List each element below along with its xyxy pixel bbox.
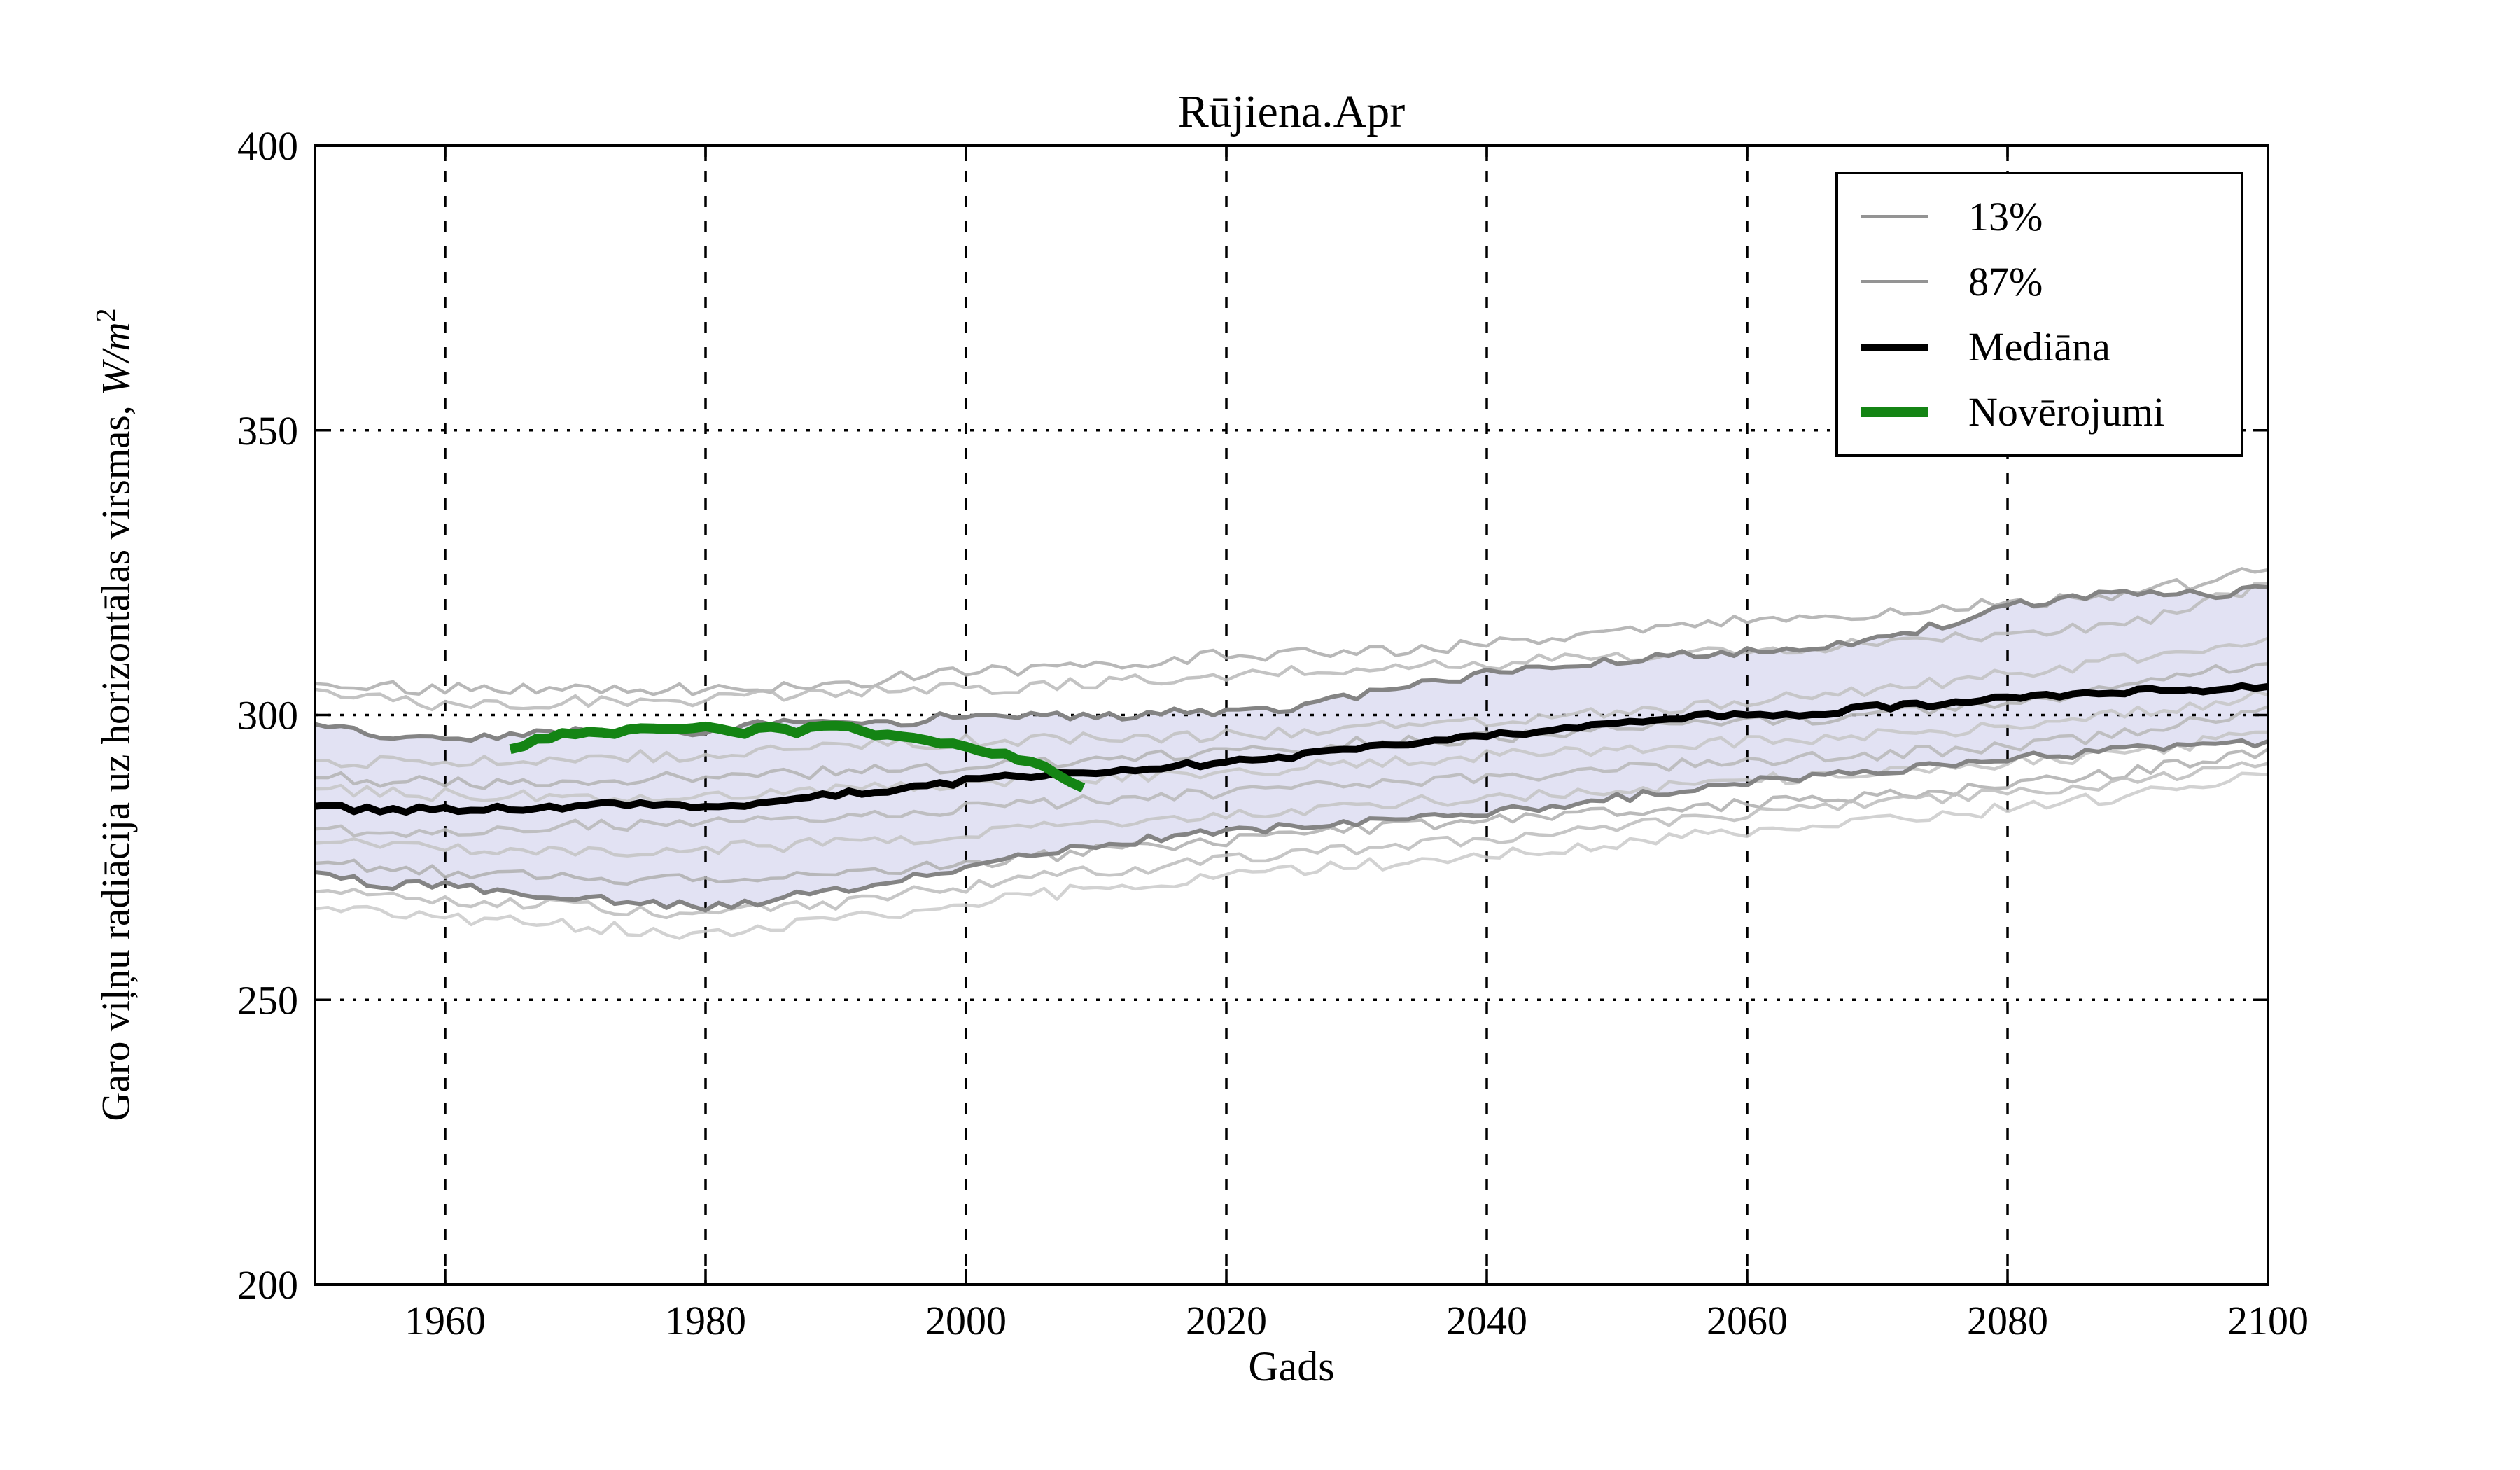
- chart-title: Rūjiena.Apr: [1177, 86, 1406, 137]
- y-axis-unit-exponent: 2: [90, 308, 122, 323]
- x-tick-label: 2040: [1446, 1298, 1527, 1343]
- legend-label-p13: 13%: [1968, 193, 2043, 239]
- plot-border: [314, 144, 2269, 1286]
- y-tick-label: 300: [237, 693, 298, 738]
- x-tick-label: 2100: [2227, 1298, 2309, 1343]
- y-tick-label: 200: [237, 1262, 298, 1308]
- legend-label-observations: Novērojumi: [1968, 388, 2165, 435]
- y-tick-labels: 200 250 300 350 400: [237, 123, 298, 1308]
- legend-line-sample-observations: [1861, 407, 1928, 417]
- ensemble-member-line: [315, 636, 2268, 769]
- ensemble-member-line: [315, 761, 2268, 920]
- legend-line-sample-p87: [1861, 280, 1928, 284]
- ensemble-member-line: [315, 771, 2268, 940]
- y-tick-label: 250: [237, 977, 298, 1023]
- y-axis-label-text: Garo viļņu radiācija uz horizontālas vir…: [94, 395, 139, 1121]
- y-tick-label: 350: [237, 408, 298, 454]
- x-tick-label: 1980: [665, 1298, 746, 1343]
- median-line: [315, 682, 2268, 816]
- data-lines: [315, 567, 2268, 940]
- x-tick-labels: 1960 1980 2000 2020 2040 2060 2080 2100: [405, 1298, 2309, 1343]
- legend-item-observations: Novērojumi: [1861, 388, 2241, 435]
- legend-item-p13: 13%: [1861, 193, 2241, 239]
- y-axis-label: Garo viļņu radiācija uz horizontālas vir…: [90, 308, 139, 1121]
- x-axis-label: Gads: [1248, 1343, 1335, 1390]
- percentile-band: [315, 586, 2268, 911]
- legend: 13% 87% Mediāna Novērojumi: [1835, 172, 2244, 457]
- y-axis-unit: W/m: [94, 322, 139, 396]
- legend-line-sample-p13: [1861, 215, 1928, 218]
- percentile-band-fill: [315, 586, 2268, 911]
- legend-item-median: Mediāna: [1861, 323, 2241, 370]
- x-tick-label: 2080: [1967, 1298, 2048, 1343]
- ensemble-member-line: [315, 748, 2268, 886]
- percentile-13-line: [315, 738, 2268, 913]
- ensemble-member-line: [315, 582, 2268, 712]
- x-tick-label: 2060: [1707, 1298, 1788, 1343]
- legend-label-p87: 87%: [1968, 258, 2043, 304]
- ensemble-member-line: [315, 705, 2268, 839]
- y-tick-label: 400: [237, 123, 298, 169]
- x-tick-label: 2000: [925, 1298, 1007, 1343]
- legend-item-p87: 87%: [1861, 258, 2241, 304]
- ensemble-member-line: [315, 690, 2268, 804]
- x-tick-label: 1960: [405, 1298, 486, 1343]
- x-tick-label: 2020: [1186, 1298, 1267, 1343]
- ensemble-member-line: [315, 567, 2268, 696]
- legend-label-median: Mediāna: [1968, 323, 2110, 370]
- legend-line-sample-median: [1861, 343, 1928, 351]
- observations-line: [509, 720, 1086, 792]
